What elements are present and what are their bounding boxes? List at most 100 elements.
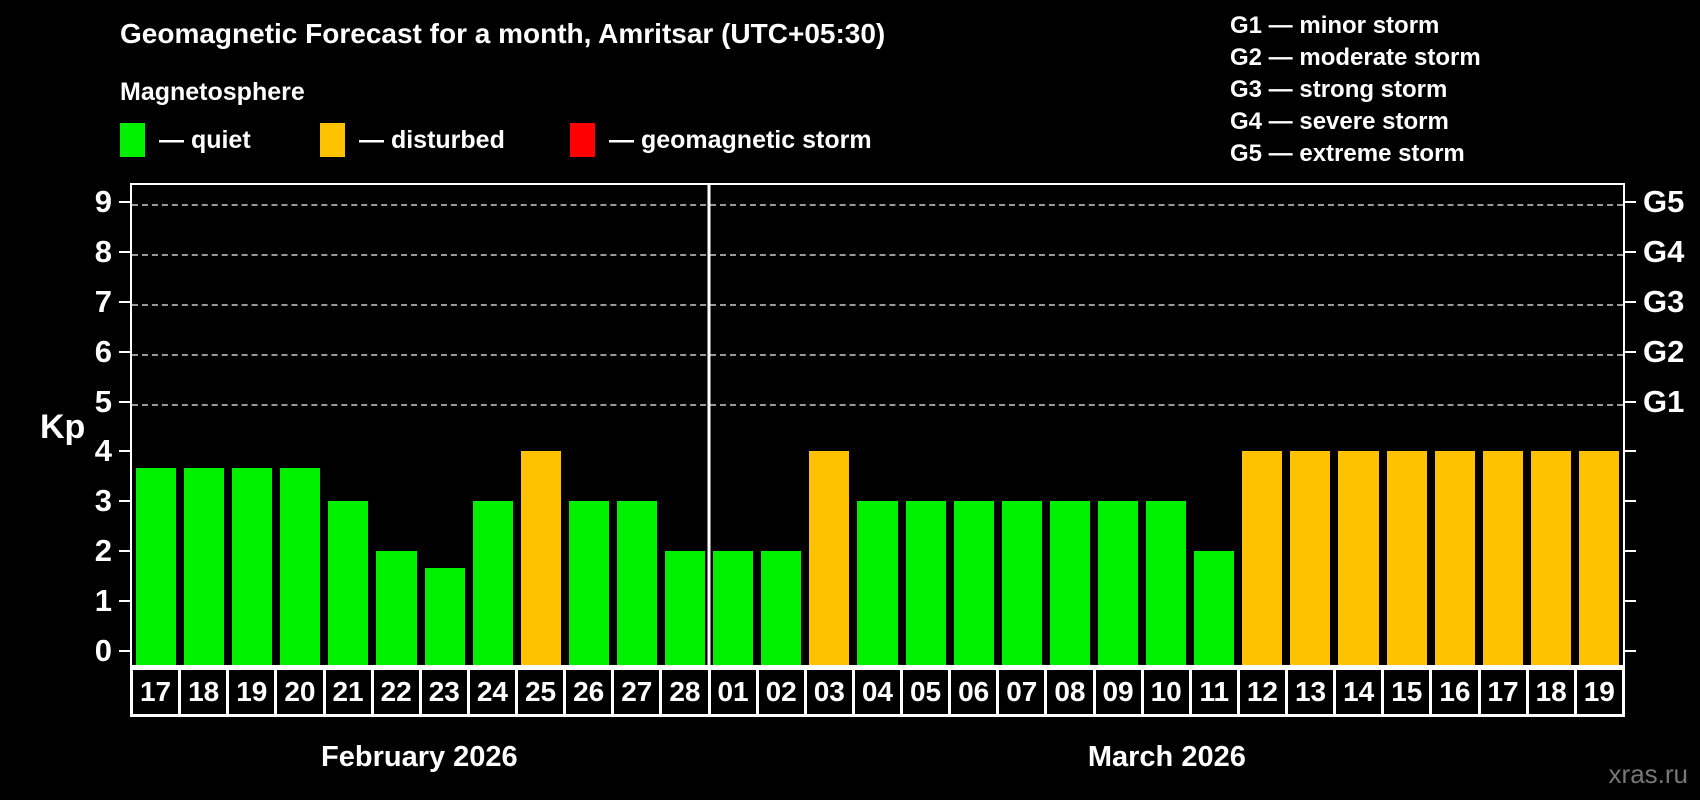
kp-bar-day-20 — [280, 467, 321, 665]
kp-bar-day-26 — [568, 501, 609, 665]
kp-bar-day-28 — [665, 551, 706, 665]
day-label-09: 09 — [1092, 667, 1144, 717]
left-tick-1 — [119, 600, 130, 603]
day-label-04: 04 — [851, 667, 903, 717]
right-tick-8 — [1625, 250, 1636, 253]
kp-axis-label: Kp — [40, 408, 86, 446]
g-legend-line: G3 — strong storm — [1230, 76, 1448, 103]
kp-bar-day-19 — [232, 467, 273, 665]
day-label-02: 02 — [755, 667, 807, 717]
day-label-07: 07 — [996, 667, 1048, 717]
day-label-24: 24 — [466, 667, 518, 717]
right-tick-7 — [1625, 300, 1636, 303]
quiet-swatch-icon — [120, 123, 145, 157]
kp-bar-day-21 — [328, 501, 369, 665]
day-label-01: 01 — [707, 667, 759, 717]
kp-bar-day-03 — [809, 451, 850, 665]
right-tick-5 — [1625, 400, 1636, 403]
kp-bar-day-24 — [472, 501, 513, 665]
day-label-05: 05 — [900, 667, 952, 717]
kp-tick-label-3: 3 — [94, 483, 112, 519]
right-tick-0 — [1625, 650, 1636, 652]
right-tick-9 — [1625, 200, 1636, 203]
kp-bar-day-22 — [376, 551, 417, 665]
kp-bar-day-19 — [1578, 451, 1619, 665]
left-tick-7 — [119, 300, 130, 303]
day-label-06: 06 — [948, 667, 1000, 717]
kp-bar-day-17 — [1482, 451, 1523, 665]
right-tick-2 — [1625, 550, 1636, 553]
kp-bar-day-18 — [1530, 451, 1571, 665]
g-tick-label-G1: G1 — [1643, 383, 1685, 419]
kp-bar-day-13 — [1290, 451, 1331, 665]
gridline-kp-6 — [132, 353, 1623, 356]
day-label-12: 12 — [1236, 667, 1288, 717]
kp-tick-label-9: 9 — [94, 183, 112, 219]
day-label-18: 18 — [1525, 667, 1577, 717]
day-label-19: 19 — [1573, 667, 1625, 717]
g-tick-label-G2: G2 — [1643, 333, 1685, 369]
day-label-22: 22 — [370, 667, 422, 717]
kp-bar-day-01 — [713, 551, 754, 665]
kp-tick-label-7: 7 — [94, 283, 112, 319]
day-label-27: 27 — [611, 667, 663, 717]
legend-item-quiet: — quiet — [120, 123, 320, 157]
left-tick-3 — [119, 500, 130, 503]
g-tick-label-G3: G3 — [1643, 283, 1685, 319]
kp-bar-day-14 — [1338, 451, 1379, 665]
status-legend: — quiet — disturbed — geomagnetic storm — [120, 120, 872, 160]
right-tick-4 — [1625, 450, 1636, 453]
plot-area — [130, 183, 1625, 667]
watermark: xras.ru — [1608, 759, 1688, 789]
day-label-23: 23 — [418, 667, 470, 717]
left-tick-9 — [119, 200, 130, 203]
month-label-march: March 2026 — [1087, 740, 1246, 773]
day-label-13: 13 — [1285, 667, 1337, 717]
kp-tick-label-1: 1 — [94, 583, 112, 619]
kp-bar-day-06 — [953, 501, 994, 665]
left-tick-6 — [119, 350, 130, 353]
right-tick-3 — [1625, 500, 1636, 503]
legend-item-storm: — geomagnetic storm — [570, 123, 872, 157]
kp-tick-label-2: 2 — [94, 533, 112, 569]
kp-tick-label-8: 8 — [94, 233, 112, 269]
kp-bar-day-15 — [1386, 451, 1427, 665]
right-tick-6 — [1625, 350, 1636, 353]
kp-bar-day-04 — [857, 501, 898, 665]
kp-bar-day-09 — [1097, 501, 1139, 665]
g-legend-line: G4 — severe storm — [1230, 108, 1449, 135]
day-axis: 17 18 19 20 21 22 23 24 25 26 27 28 01 02 03 04 05 06 07 08… — [130, 667, 1625, 717]
left-tick-0 — [119, 650, 130, 652]
day-label-28: 28 — [659, 667, 711, 717]
g-scale-legend: G1 — minor storm G2 — moderate storm G3 — … — [1230, 10, 1481, 170]
kp-bar-day-05 — [905, 501, 946, 665]
day-label-14: 14 — [1333, 667, 1385, 717]
kp-bar-day-18 — [184, 467, 225, 665]
month-separator-line — [707, 185, 711, 665]
legend-label: — quiet — [159, 125, 251, 154]
storm-swatch-icon — [570, 123, 595, 157]
g-tick-label-G5: G5 — [1643, 183, 1685, 219]
kp-bar-day-25 — [520, 451, 561, 665]
day-label-21: 21 — [322, 667, 374, 717]
right-tick-1 — [1625, 600, 1636, 603]
kp-tick-label-0: 0 — [94, 633, 112, 668]
day-label-10: 10 — [1140, 667, 1192, 717]
kp-bar-day-17 — [136, 467, 177, 665]
magnetosphere-label: Magnetosphere — [120, 78, 305, 106]
day-label-25: 25 — [515, 667, 567, 717]
left-tick-4 — [119, 450, 130, 453]
g-tick-label-G4: G4 — [1643, 233, 1685, 269]
g-legend-line: G2 — moderate storm — [1230, 44, 1481, 71]
day-label-26: 26 — [563, 667, 615, 717]
kp-bar-day-08 — [1049, 501, 1090, 665]
disturbed-swatch-icon — [320, 123, 345, 157]
kp-bar-day-11 — [1194, 551, 1235, 665]
day-label-08: 08 — [1044, 667, 1096, 717]
legend-item-disturbed: — disturbed — [320, 123, 570, 157]
month-axis: February 2026 March 2026 — [130, 727, 1625, 787]
gridline-kp-8 — [132, 253, 1623, 256]
gridline-kp-9 — [132, 203, 1623, 206]
kp-tick-label-4: 4 — [94, 433, 112, 469]
